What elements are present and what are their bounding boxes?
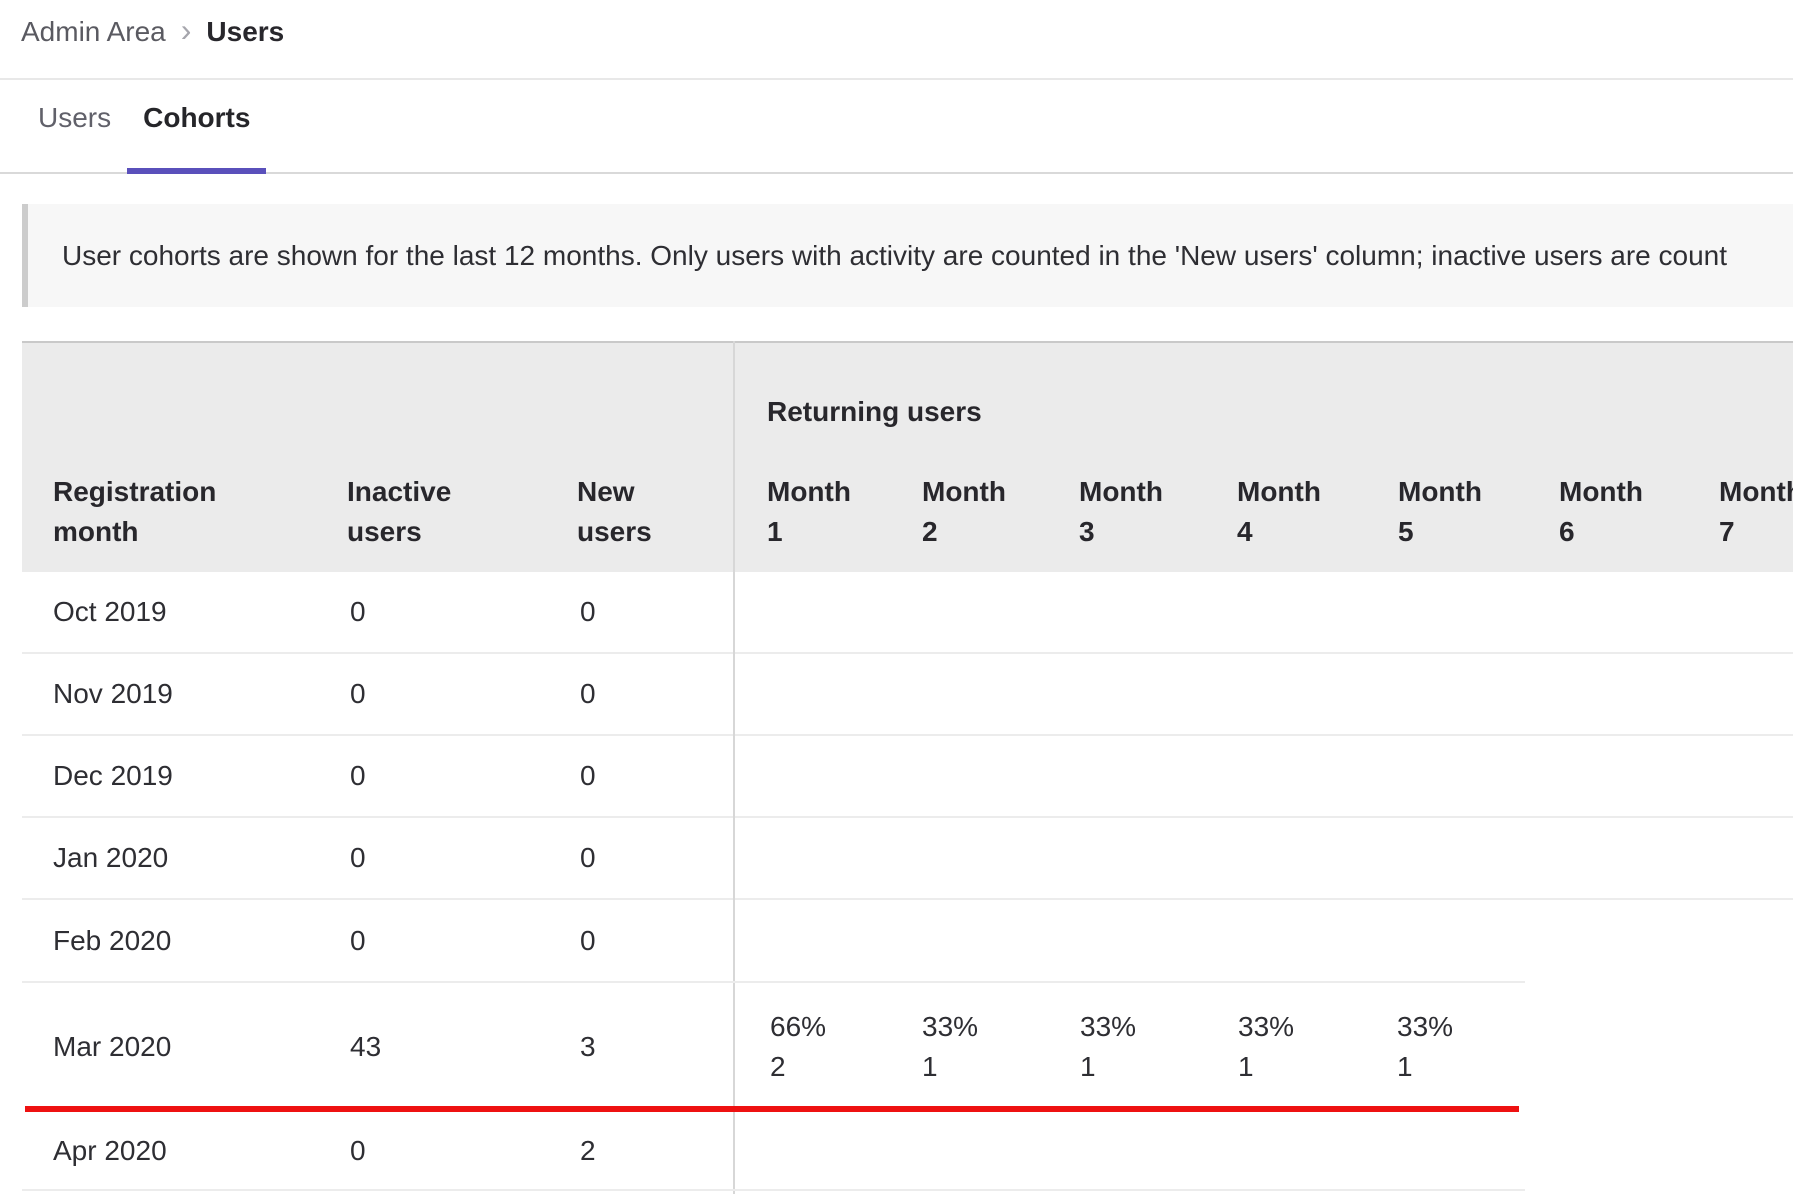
registration-month-value: Jan 2020 xyxy=(53,842,169,873)
returning-users-month-1: 66% 2 xyxy=(770,1007,826,1087)
tab-users[interactable]: Users xyxy=(22,72,127,164)
chevron-right-icon: › xyxy=(180,12,192,48)
breadcrumb-current-users: Users xyxy=(206,16,285,47)
inactive-users-value: 43 xyxy=(350,1031,382,1062)
row-divider-feb-mar xyxy=(22,981,1525,983)
new-users-value: 3 xyxy=(580,1031,596,1062)
returning-count: 1 xyxy=(1238,1051,1254,1082)
new-users-value: 0 xyxy=(580,925,596,956)
registration-month-value: Oct 2019 xyxy=(53,596,167,627)
tabs-bar: Users Cohorts xyxy=(0,80,1793,174)
new-users-value: 0 xyxy=(580,842,596,873)
col-header-month-7: Month 7 xyxy=(1719,476,1793,547)
col-header-month-5: Month 5 xyxy=(1398,476,1482,547)
new-users-value: 0 xyxy=(580,596,596,627)
col-header-month-2: Month 2 xyxy=(922,476,1006,547)
table-row-nov-2019: Nov 2019 0 0 xyxy=(22,654,1793,736)
inactive-users-value: 0 xyxy=(350,678,366,709)
new-users-value: 0 xyxy=(580,760,596,791)
registration-month-value: Apr 2020 xyxy=(53,1134,167,1166)
returning-count: 1 xyxy=(922,1051,938,1082)
returning-users-month-2: 33% 1 xyxy=(922,1007,978,1087)
returning-pct: 66% xyxy=(770,1011,827,1042)
col-header-month-4: Month 4 xyxy=(1237,476,1321,547)
cohorts-table: Returning users Registration month Inact… xyxy=(22,341,1793,1189)
table-row-oct-2019: Oct 2019 0 0 xyxy=(22,572,1793,654)
tab-cohorts[interactable]: Cohorts xyxy=(127,72,267,174)
registration-month-value: Dec 2019 xyxy=(53,760,173,791)
registration-month-value: Nov 2019 xyxy=(53,678,173,709)
returning-users-month-3: 33% 1 xyxy=(1080,1007,1136,1087)
returning-pct: 33% xyxy=(1080,1011,1137,1042)
cohorts-info-banner: User cohorts are shown for the last 12 m… xyxy=(22,204,1793,307)
col-header-month-6: Month 6 xyxy=(1559,476,1643,547)
col-header-registration-month: Registration month xyxy=(53,476,217,547)
inactive-users-value: 0 xyxy=(350,842,366,873)
inactive-users-value: 0 xyxy=(350,760,366,791)
returning-users-month-5: 33% 1 xyxy=(1397,1007,1453,1087)
returning-pct: 33% xyxy=(922,1011,979,1042)
breadcrumb: Admin Area › Users xyxy=(0,0,1793,80)
returning-count: 1 xyxy=(1080,1051,1096,1082)
col-header-month-1: Month 1 xyxy=(767,476,851,547)
table-row-jan-2020: Jan 2020 0 0 xyxy=(22,818,1793,900)
returning-count: 2 xyxy=(770,1051,786,1082)
returning-users-group-header: Returning users xyxy=(767,396,982,427)
registration-month-value: Feb 2020 xyxy=(53,925,172,956)
red-annotation-underline xyxy=(25,1106,1519,1112)
active-tab-indicator xyxy=(127,168,267,174)
col-header-inactive-users: Inactive users xyxy=(347,476,452,547)
new-users-value: 0 xyxy=(580,678,596,709)
tab-users-label: Users xyxy=(38,102,112,133)
table-row-apr-2020: Apr 2020 0 2 xyxy=(22,1112,1793,1189)
inactive-users-value: 0 xyxy=(350,925,366,956)
cohorts-table-header: Returning users Registration month Inact… xyxy=(22,343,1793,572)
new-users-value: 2 xyxy=(580,1134,596,1166)
returning-users-month-4: 33% 1 xyxy=(1238,1007,1294,1087)
cohorts-info-text: User cohorts are shown for the last 12 m… xyxy=(62,239,1728,271)
returning-pct: 33% xyxy=(1238,1011,1295,1042)
registration-month-value: Mar 2020 xyxy=(53,1031,172,1062)
col-header-new-users: New users xyxy=(577,476,652,547)
table-column-group-divider xyxy=(733,341,735,1194)
col-header-month-3: Month 3 xyxy=(1079,476,1163,547)
returning-count: 1 xyxy=(1397,1051,1413,1082)
tab-cohorts-label: Cohorts xyxy=(143,102,251,133)
table-row-feb-2020: Feb 2020 0 0 xyxy=(22,900,1793,982)
returning-pct: 33% xyxy=(1397,1011,1454,1042)
table-row-dec-2019: Dec 2019 0 0 xyxy=(22,736,1793,818)
breadcrumb-link-admin-area[interactable]: Admin Area xyxy=(21,16,166,47)
inactive-users-value: 0 xyxy=(350,1134,366,1166)
row-divider-below-apr xyxy=(22,1189,1525,1191)
cohorts-table-body: Oct 2019 0 0 Nov 2019 0 0 Dec 2019 0 0 J… xyxy=(22,572,1793,1189)
table-row-mar-2020: Mar 2020 43 3 66% 2 33% 1 33% 1 33% 1 xyxy=(22,982,1793,1112)
inactive-users-value: 0 xyxy=(350,596,366,627)
